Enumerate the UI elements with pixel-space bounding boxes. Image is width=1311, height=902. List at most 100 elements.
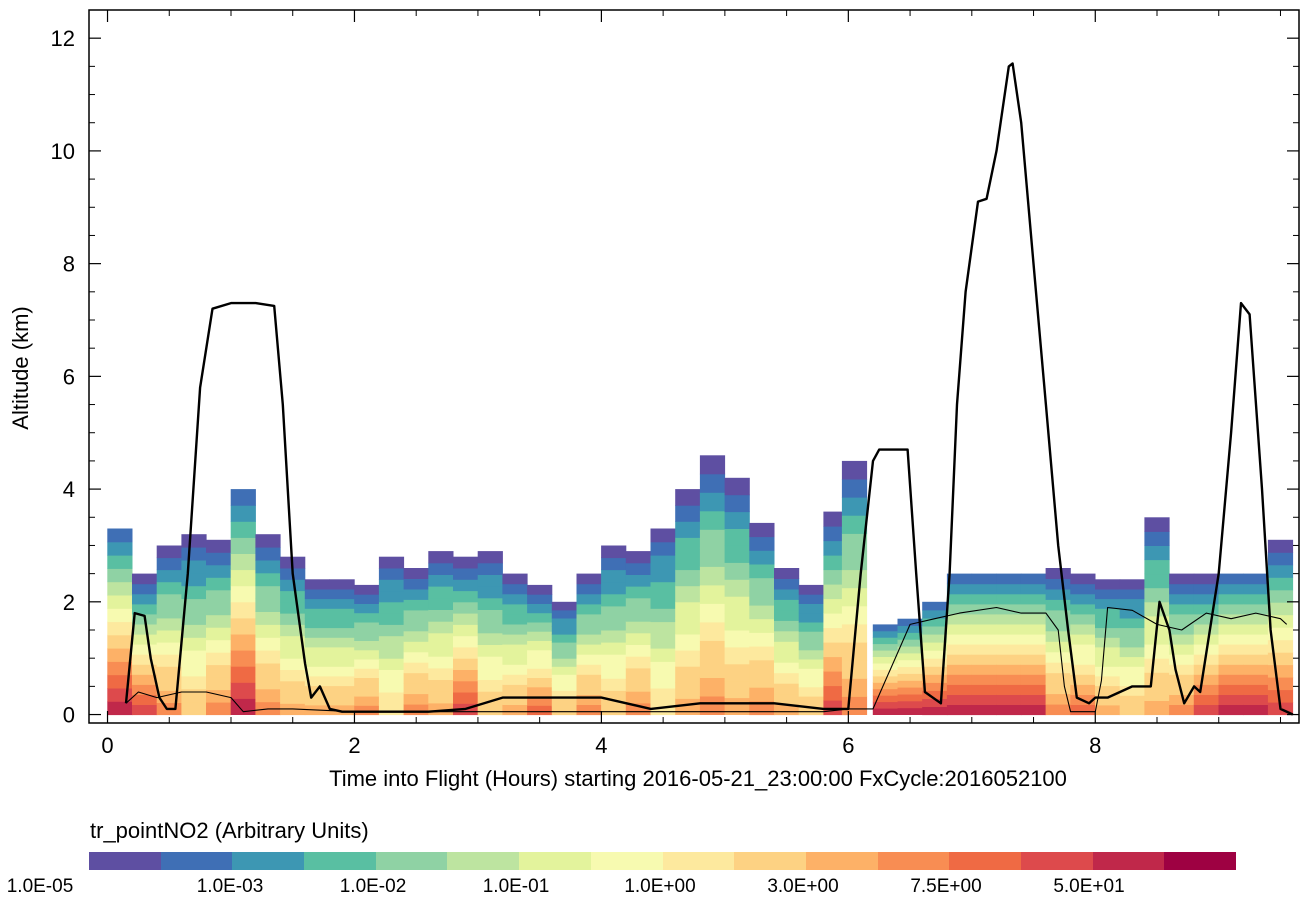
heat-cell [181,675,207,690]
heat-cell [1070,593,1096,605]
heat-cell [156,654,182,667]
heat-cell [798,640,824,651]
heat-cell [255,611,281,625]
heat-cell [872,637,898,645]
heat-cell [181,572,207,587]
heat-cell [1095,646,1121,658]
heat-cell [107,595,133,609]
heat-cell [922,690,948,699]
heat-cell [897,707,923,715]
heat-cell [428,679,454,692]
heat-cell [304,656,330,667]
heat-cell [724,663,750,682]
heat-cell [650,581,676,596]
heat-cell [675,537,701,554]
heat-cell [551,617,577,627]
heat-cell [502,654,528,665]
heat-cell [749,687,775,702]
heat-cell [774,683,800,695]
heat-cell [1243,654,1269,665]
heat-cell [329,704,355,716]
heat-cell [1119,588,1145,600]
heat-cell [107,581,133,596]
heat-cell [699,696,726,715]
heat-cell [601,678,627,691]
heat-cell [675,682,701,699]
heat-cell [280,613,306,625]
heat-cell [1169,654,1195,665]
heat-cell [1144,672,1170,687]
colorbar-swatch [1092,852,1165,870]
heat-cell [946,664,973,675]
heat-cell [872,643,898,651]
heat-cell [1218,704,1244,716]
heat-cell [922,642,948,651]
heat-cell [749,522,775,538]
heat-cell [206,627,232,641]
heat-cell [1218,664,1244,675]
heat-cell [1144,517,1170,532]
heat-cell [1218,644,1244,655]
heat-cell [872,624,898,632]
heat-cell [551,666,577,675]
heat-cell [453,613,479,625]
heat-cell [403,620,429,632]
heat-cell [255,547,281,561]
heat-cell [971,704,997,716]
heat-cell [551,690,577,699]
colorbar-swatch [877,852,950,870]
heat-cell [576,684,602,695]
plot-frame [88,9,1300,724]
heat-cell [749,591,775,606]
heat-cell [206,614,232,628]
heat-cell [132,624,158,635]
heat-cell [378,568,405,580]
heat-cell [453,635,479,648]
heat-cell [428,609,454,622]
heat-cell [378,624,405,637]
colorbar-swatch [949,852,1021,870]
heat-cell [841,533,868,552]
heat-cell [428,691,454,704]
heat-cell [576,573,602,585]
heat-cell [329,627,355,638]
heat-cell [255,572,281,587]
colorbar-swatch [447,852,520,870]
heat-cell [749,564,775,579]
heat-cell [304,675,330,687]
heat-cell [1045,630,1071,642]
heat-cell [181,534,207,548]
heat-cell [1045,641,1071,653]
heat-cell [527,686,553,697]
heat-cell [601,617,627,631]
x-tick-label: 0 [101,733,113,758]
heat-cell [428,644,454,657]
heat-cell [774,662,800,674]
heat-cell [576,624,602,635]
heat-cell [1070,624,1096,635]
heat-cell [230,617,256,635]
heat-cell [107,634,133,649]
heat-cell [1045,672,1071,684]
heat-cell [156,569,182,583]
heat-cell [1020,583,1047,595]
heat-cell [749,632,775,647]
heat-cell [230,489,256,506]
heat-cell [897,625,923,633]
heat-cell [996,664,1022,675]
heat-cell [378,556,405,569]
heat-cell [132,603,158,615]
heat-cell [1218,583,1244,595]
heat-cell [230,505,256,522]
heat-cell [576,603,602,615]
heat-cell [527,603,553,614]
heat-cell [699,566,726,586]
heat-cell [650,674,676,689]
heat-cell [280,692,306,704]
heat-cell [675,489,701,506]
heat-cell [996,573,1022,585]
heat-cell [996,593,1022,605]
heat-cell [107,608,133,623]
heat-cell [1095,685,1121,696]
heat-cell [527,640,553,651]
